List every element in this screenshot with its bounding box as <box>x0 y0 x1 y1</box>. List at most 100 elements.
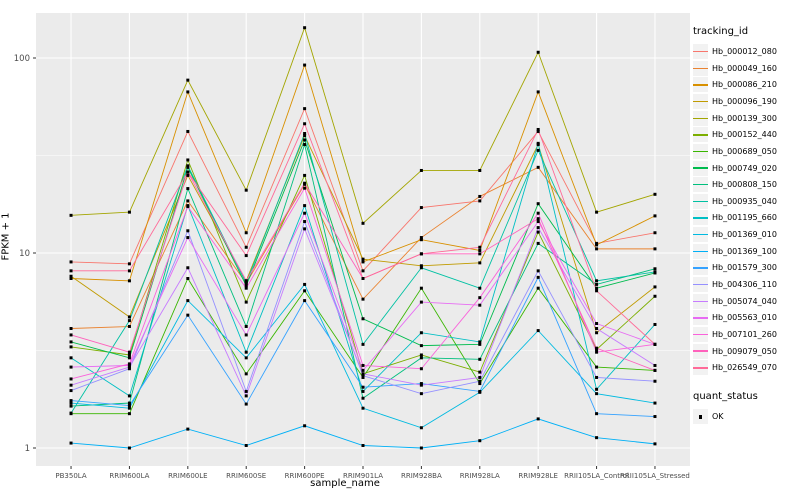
data-point <box>244 350 248 354</box>
legend-line-icon <box>693 217 708 219</box>
data-point <box>361 443 365 447</box>
data-point <box>653 267 657 271</box>
data-point <box>69 441 73 445</box>
legend-key <box>693 127 708 143</box>
x-tick-label: RRIM600PE <box>285 472 325 480</box>
data-point <box>653 415 657 419</box>
data-point <box>536 211 540 215</box>
data-point <box>536 269 540 273</box>
data-point <box>186 164 190 168</box>
data-point <box>536 127 540 131</box>
data-point <box>361 406 365 410</box>
legend-item-ok: OK <box>693 409 799 425</box>
data-point <box>361 257 365 261</box>
data-point <box>361 276 365 280</box>
legend-item-label: Hb_000139_300 <box>712 113 777 123</box>
data-point <box>653 214 657 218</box>
data-point <box>478 357 482 361</box>
data-point <box>303 289 307 293</box>
legend-item-label: Hb_001579_300 <box>712 263 777 273</box>
data-point <box>127 350 131 354</box>
data-point <box>69 269 73 273</box>
data-point <box>419 446 423 450</box>
data-point <box>653 192 657 196</box>
data-point <box>186 165 190 169</box>
data-point <box>186 236 190 240</box>
data-point <box>361 221 365 225</box>
data-point <box>478 261 482 265</box>
legend-key <box>693 243 708 259</box>
legend-line-icon <box>693 350 708 352</box>
legend-item-Hb_000049_160: Hb_000049_160 <box>693 60 799 76</box>
data-point <box>361 372 365 376</box>
legend-line-icon <box>693 317 708 319</box>
data-point <box>127 315 131 319</box>
legend-key <box>693 260 708 276</box>
data-point <box>653 368 657 372</box>
legend-item-label: Hb_000012_080 <box>712 47 777 57</box>
data-point <box>478 375 482 379</box>
legend-item-label: Hb_001369_010 <box>712 230 777 240</box>
data-point <box>361 260 365 264</box>
data-point <box>361 396 365 400</box>
data-point <box>478 194 482 198</box>
legend-item-Hb_000139_300: Hb_000139_300 <box>693 110 799 126</box>
x-tick-label: RRII105LA_Stressed <box>620 472 690 480</box>
data-point <box>69 340 73 344</box>
legend-item-label: Hb_001369_100 <box>712 246 777 256</box>
legend-key <box>693 110 708 126</box>
legend-key <box>693 360 708 376</box>
data-point <box>536 50 540 54</box>
data-point <box>127 362 131 366</box>
legend-item-Hb_004306_110: Hb_004306_110 <box>693 277 799 293</box>
legend-line-icon <box>693 50 708 53</box>
legend-item-Hb_000096_190: Hb_000096_190 <box>693 93 799 109</box>
data-point <box>244 389 248 393</box>
data-point <box>361 269 365 273</box>
data-point <box>127 367 131 371</box>
data-point <box>186 199 190 203</box>
data-point <box>186 90 190 94</box>
legend-line-icon <box>693 150 708 153</box>
legend-key <box>693 326 708 342</box>
data-point <box>69 411 73 415</box>
legend-item-Hb_000689_050: Hb_000689_050 <box>693 143 799 159</box>
data-point <box>303 204 307 208</box>
data-point <box>536 90 540 94</box>
data-point <box>361 385 365 389</box>
data-point <box>127 401 131 405</box>
legend-line-icon <box>693 267 708 269</box>
data-point <box>478 248 482 252</box>
data-point <box>186 158 190 162</box>
data-point <box>303 26 307 30</box>
legend-line-icon <box>693 167 708 169</box>
data-point <box>127 279 131 283</box>
data-point <box>653 322 657 326</box>
legend-item-Hb_000012_080: Hb_000012_080 <box>693 44 799 60</box>
data-point <box>186 313 190 317</box>
data-point <box>478 389 482 393</box>
legend-item-label: Hb_009079_050 <box>712 346 777 356</box>
data-point <box>478 245 482 249</box>
legend-key <box>693 160 708 176</box>
data-point <box>653 363 657 367</box>
data-point <box>69 345 73 349</box>
data-point <box>127 404 131 408</box>
legend-items: Hb_000012_080 Hb_000049_160 Hb_000086_210 H… <box>693 44 799 376</box>
legend-key <box>693 177 708 193</box>
legend-item-label: Hb_007101_260 <box>712 329 777 339</box>
data-point <box>536 217 540 221</box>
x-tick-label: RRIM600LE <box>168 472 208 480</box>
legend-item-label: Hb_004306_110 <box>712 280 777 290</box>
legend-line-icon <box>693 333 708 336</box>
legend-item-label: Hb_000689_050 <box>712 146 777 156</box>
legend-item-Hb_000749_020: Hb_000749_020 <box>693 160 799 176</box>
data-point <box>127 446 131 450</box>
data-point <box>244 286 248 290</box>
data-point <box>536 230 540 234</box>
data-point <box>244 281 248 285</box>
data-point <box>419 331 423 335</box>
data-point <box>244 300 248 304</box>
data-point <box>419 252 423 256</box>
data-point <box>478 199 482 203</box>
